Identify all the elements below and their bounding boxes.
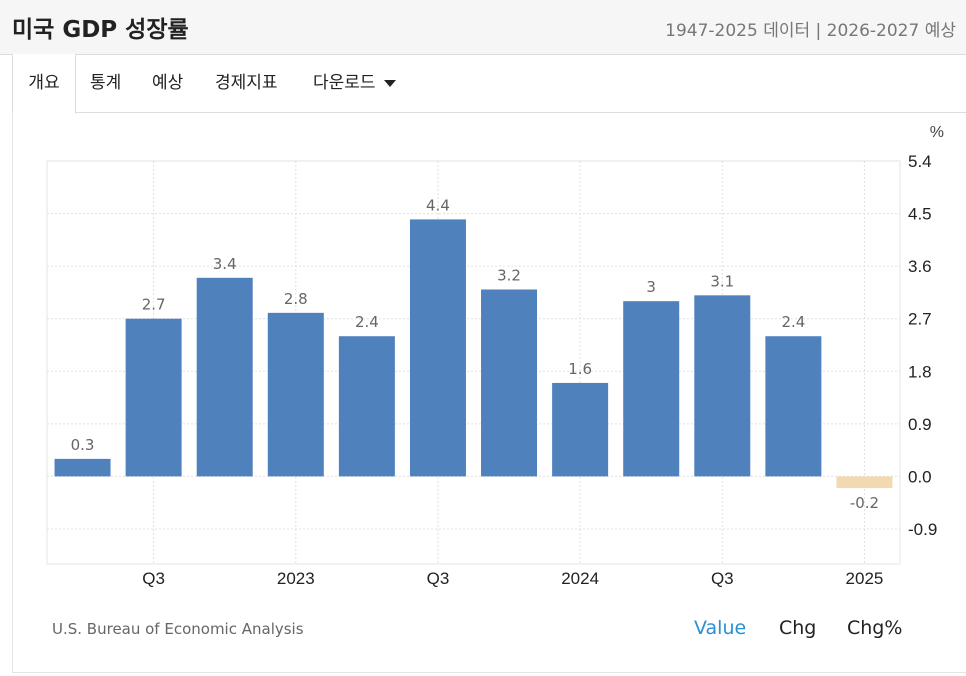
y-tick-label: 0.9 <box>908 415 932 434</box>
bar <box>125 318 182 477</box>
plot-border <box>46 160 901 565</box>
tab-forecast[interactable]: 예상 <box>152 73 184 93</box>
data-label: 2.7 <box>142 296 166 314</box>
data-label: 4.4 <box>426 196 450 214</box>
tab-statistics[interactable]: 통계 <box>90 73 122 93</box>
x-tick-label: Q3 <box>711 569 734 588</box>
bar <box>338 336 395 477</box>
value-mode-button[interactable]: Value <box>694 617 747 639</box>
bar <box>765 336 822 477</box>
gdp-chart: % 5.4 4.5 3.6 2.7 1.8 0.9 0.0 -0.9 0.3 2.7 3.4 2.8 2.… <box>46 124 944 588</box>
tab-download-label: 다운로드 <box>313 73 376 93</box>
bar <box>623 301 680 477</box>
bar <box>481 289 538 477</box>
bar <box>54 458 111 477</box>
chg-percent-mode-button[interactable]: Chg% <box>847 617 903 639</box>
x-tick-label: 2024 <box>561 569 599 588</box>
y-tick-label: 0.0 <box>908 467 932 486</box>
data-label: 2.8 <box>284 290 308 308</box>
x-tick-label: Q3 <box>427 569 450 588</box>
y-tick-label: 4.5 <box>908 205 932 224</box>
data-label: 3.4 <box>213 255 237 273</box>
data-label: -0.2 <box>850 494 879 512</box>
data-label: 1.6 <box>568 360 592 378</box>
chg-mode-button[interactable]: Chg <box>779 617 817 639</box>
data-label: 2.4 <box>781 313 805 331</box>
bar <box>196 277 253 477</box>
bar <box>552 382 609 477</box>
bar <box>694 295 751 477</box>
page-subtitle: 1947-2025 데이터 | 2026-2027 예상 <box>665 21 956 41</box>
y-unit-label: % <box>930 124 944 141</box>
x-tick-label: 2023 <box>277 569 315 588</box>
tab-bar: 개요 통계 예상 경제지표 다운로드 <box>12 54 966 114</box>
y-tick-label: 2.7 <box>908 310 932 329</box>
caret-down-icon <box>383 79 396 87</box>
chart-panel: % 5.4 4.5 3.6 2.7 1.8 0.9 0.0 -0.9 0.3 2.7 3.4 2.8 2.… <box>12 112 966 673</box>
bar <box>409 219 466 477</box>
data-label: 2.4 <box>355 313 379 331</box>
page-title: 미국 GDP 성장률 <box>12 17 189 43</box>
data-label: 3.1 <box>710 272 734 290</box>
data-label: 3.2 <box>497 266 521 284</box>
data-label: 0.3 <box>71 436 95 454</box>
x-tick-label: Q3 <box>142 569 165 588</box>
x-tick-label: 2025 <box>846 569 884 588</box>
data-label: 3 <box>646 278 656 296</box>
tab-download[interactable]: 다운로드 <box>313 54 396 112</box>
bar <box>836 476 893 489</box>
y-tick-label: 1.8 <box>908 362 932 381</box>
tab-indicators[interactable]: 경제지표 <box>215 73 278 93</box>
y-tick-label: -0.9 <box>908 520 937 539</box>
data-source: U.S. Bureau of Economic Analysis <box>52 620 304 638</box>
y-tick-label: 5.4 <box>908 152 932 171</box>
bar <box>267 312 324 477</box>
page-header: 미국 GDP 성장률 1947-2025 데이터 | 2026-2027 예상 <box>0 0 966 55</box>
tab-overview[interactable]: 개요 <box>12 54 76 114</box>
y-tick-label: 3.6 <box>908 257 932 276</box>
